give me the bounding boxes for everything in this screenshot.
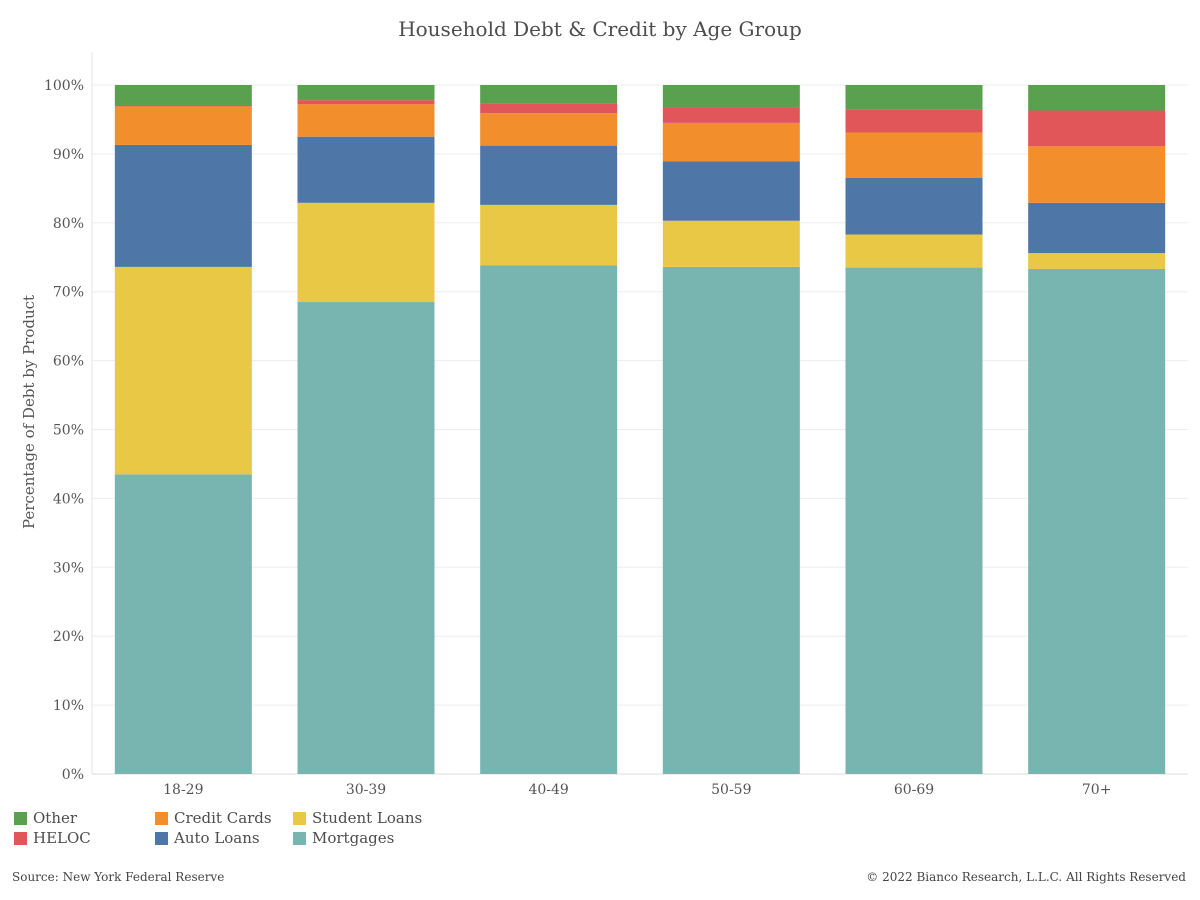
bar-segment-other [1028,85,1166,111]
bars [114,85,1166,774]
legend-item-heloc: HELOC [14,828,91,848]
bar-segment-student-loans [662,220,800,267]
x-tick-label: 70+ [1082,782,1112,798]
legend-item-credit-cards: Credit Cards [155,808,272,828]
bar-segment-other [114,85,252,105]
legend-item-mortgages: Mortgages [293,828,394,848]
y-tick-label: 50% [53,423,84,439]
bar-segment-credit-cards [297,104,435,137]
bar-segment-mortgages [480,265,618,774]
y-tick-label: 90% [53,147,84,163]
legend-swatch [155,831,168,845]
bar-segment-other [297,85,435,101]
y-tick-label: 30% [53,560,84,576]
copyright-note: © 2022 Bianco Research, L.L.C. All Right… [866,870,1186,884]
legend-label: HELOC [33,829,91,847]
y-tick-label: 60% [53,354,84,370]
bar-segment-student-loans [480,204,618,266]
legend-swatch [155,811,168,825]
y-tick-label: 100% [44,78,84,94]
legend-item-student-loans: Student Loans [293,808,422,828]
y-tick-label: 80% [53,216,84,232]
legend-item-auto-loans: Auto Loans [155,828,260,848]
source-note: Source: New York Federal Reserve [12,870,225,884]
bar-segment-student-loans [845,234,983,268]
y-tick-label: 10% [53,698,84,714]
bar-segment-auto-loans [662,161,800,221]
y-tick-label: 20% [53,629,84,645]
bar-segment-other [662,85,800,108]
legend-swatch [293,811,306,825]
bar-segment-heloc [297,100,435,105]
bar-segment-heloc [662,107,800,123]
bar-segment-auto-loans [480,145,618,205]
bar-segment-auto-loans [297,136,435,203]
bar-segment-heloc [845,109,983,133]
y-axis-ticks: 0% 10% 20% 30% 40% 50% 60% 70% 80% 90% 100% [44,78,84,783]
legend-swatch [293,831,306,845]
y-tick-label: 40% [53,491,84,507]
bar-segment-other [480,85,618,104]
x-tick-label: 18-29 [163,782,203,798]
bar-segment-credit-cards [662,122,800,162]
legend-label: Other [33,809,78,827]
bar-segment-student-loans [1028,253,1166,269]
legend-label: Auto Loans [174,829,260,847]
bar-segment-auto-loans [114,144,252,267]
bar-segment-mortgages [662,266,800,774]
legend-swatch [14,811,27,825]
bar-segment-mortgages [1028,268,1166,774]
bar-segment-student-loans [114,266,252,475]
grid-lines [91,52,1188,775]
bar-segment-student-loans [297,202,435,303]
bar-segment-credit-cards [480,113,618,146]
x-axis-ticks: 18-29 30-39 40-49 50-59 60-69 70+ [163,782,1111,798]
legend-label: Student Loans [312,809,423,827]
bar-segment-heloc [114,104,252,107]
bar-segment-mortgages [297,302,435,774]
bar-segment-auto-loans [1028,202,1166,254]
bar-segment-auto-loans [845,178,983,235]
legend-label: Credit Cards [174,809,272,827]
bar-segment-heloc [1028,110,1166,147]
chart-title: Household Debt & Credit by Age Group [398,17,802,41]
y-tick-label: 70% [53,285,84,301]
legend-swatch [14,831,27,845]
legend-item-other: Other [14,808,77,828]
legend: Other HELOC Credit Cards Auto Loans Student … [14,806,474,850]
bar-segment-mortgages [845,267,983,774]
bar-segment-credit-cards [1028,146,1166,203]
x-tick-label: 30-39 [346,782,386,798]
legend-label: Mortgages [312,829,395,847]
bar-segment-credit-cards [845,132,983,179]
y-tick-label: 0% [62,767,84,783]
x-tick-label: 50-59 [711,782,751,798]
x-tick-label: 40-49 [528,782,568,798]
x-tick-label: 60-69 [894,782,934,798]
y-axis-label: Percentage of Debt by Product [20,295,38,529]
bar-segment-mortgages [114,474,252,774]
bar-segment-credit-cards [114,106,252,145]
bar-segment-heloc [480,103,618,114]
bar-segment-other [845,85,983,110]
